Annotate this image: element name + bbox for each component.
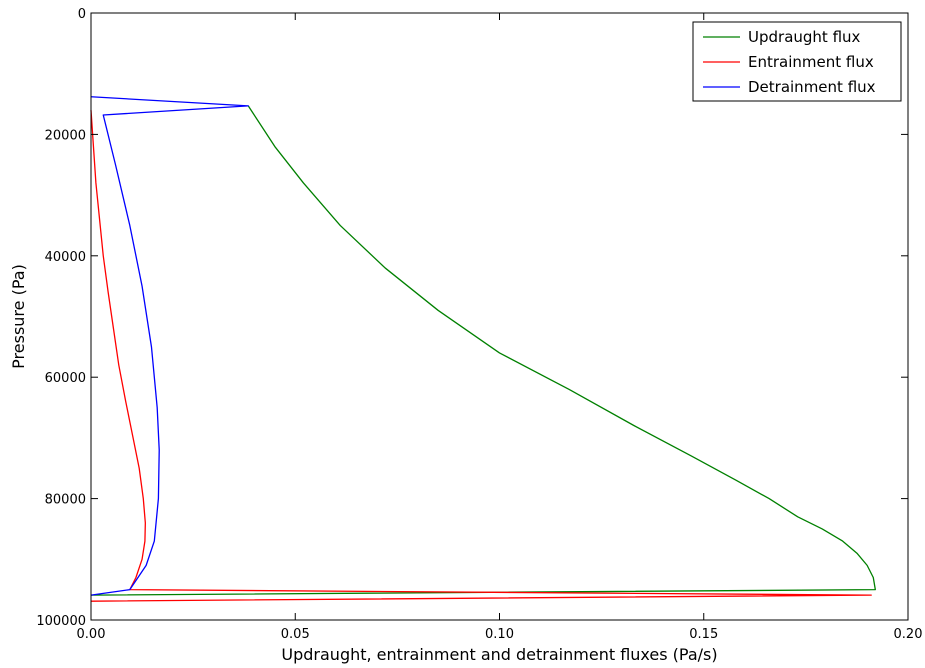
y-tick-label: 80000: [45, 493, 86, 508]
plot-background: [91, 13, 908, 620]
x-tick-label: 0.05: [281, 627, 310, 642]
y-tick-label: 20000: [45, 128, 86, 143]
series-layer: [90, 96, 876, 602]
legend-label-updraught: Updraught flux: [748, 28, 861, 46]
x-tick-label: 0.20: [894, 627, 923, 642]
x-tick-label: 0.15: [689, 627, 718, 642]
series-line-detrainment: [90, 96, 249, 596]
y-tick-label: 100000: [36, 614, 86, 629]
series-line-updraught: [90, 105, 876, 596]
series-line-entrainment: [90, 110, 872, 602]
x-axis-label: Updraught, entrainment and detrainment f…: [281, 645, 717, 664]
x-tick-label: 0.10: [485, 627, 514, 642]
x-tick-label: 0.00: [77, 627, 106, 642]
legend-label-detrainment: Detrainment flux: [748, 78, 876, 96]
y-axis-label: Pressure (Pa): [9, 264, 28, 369]
y-tick-label: 60000: [45, 371, 86, 386]
legend: Updraught flux Entrainment flux Detrainm…: [692, 21, 902, 102]
y-tick-label: 0: [78, 7, 86, 22]
y-tick-label: 40000: [45, 250, 86, 265]
legend-label-entrainment: Entrainment flux: [748, 53, 874, 71]
tick-layer: 0.00 0.05 0.10 0.15 0.20 0 20000 40000 60000 8000…: [36, 7, 922, 642]
